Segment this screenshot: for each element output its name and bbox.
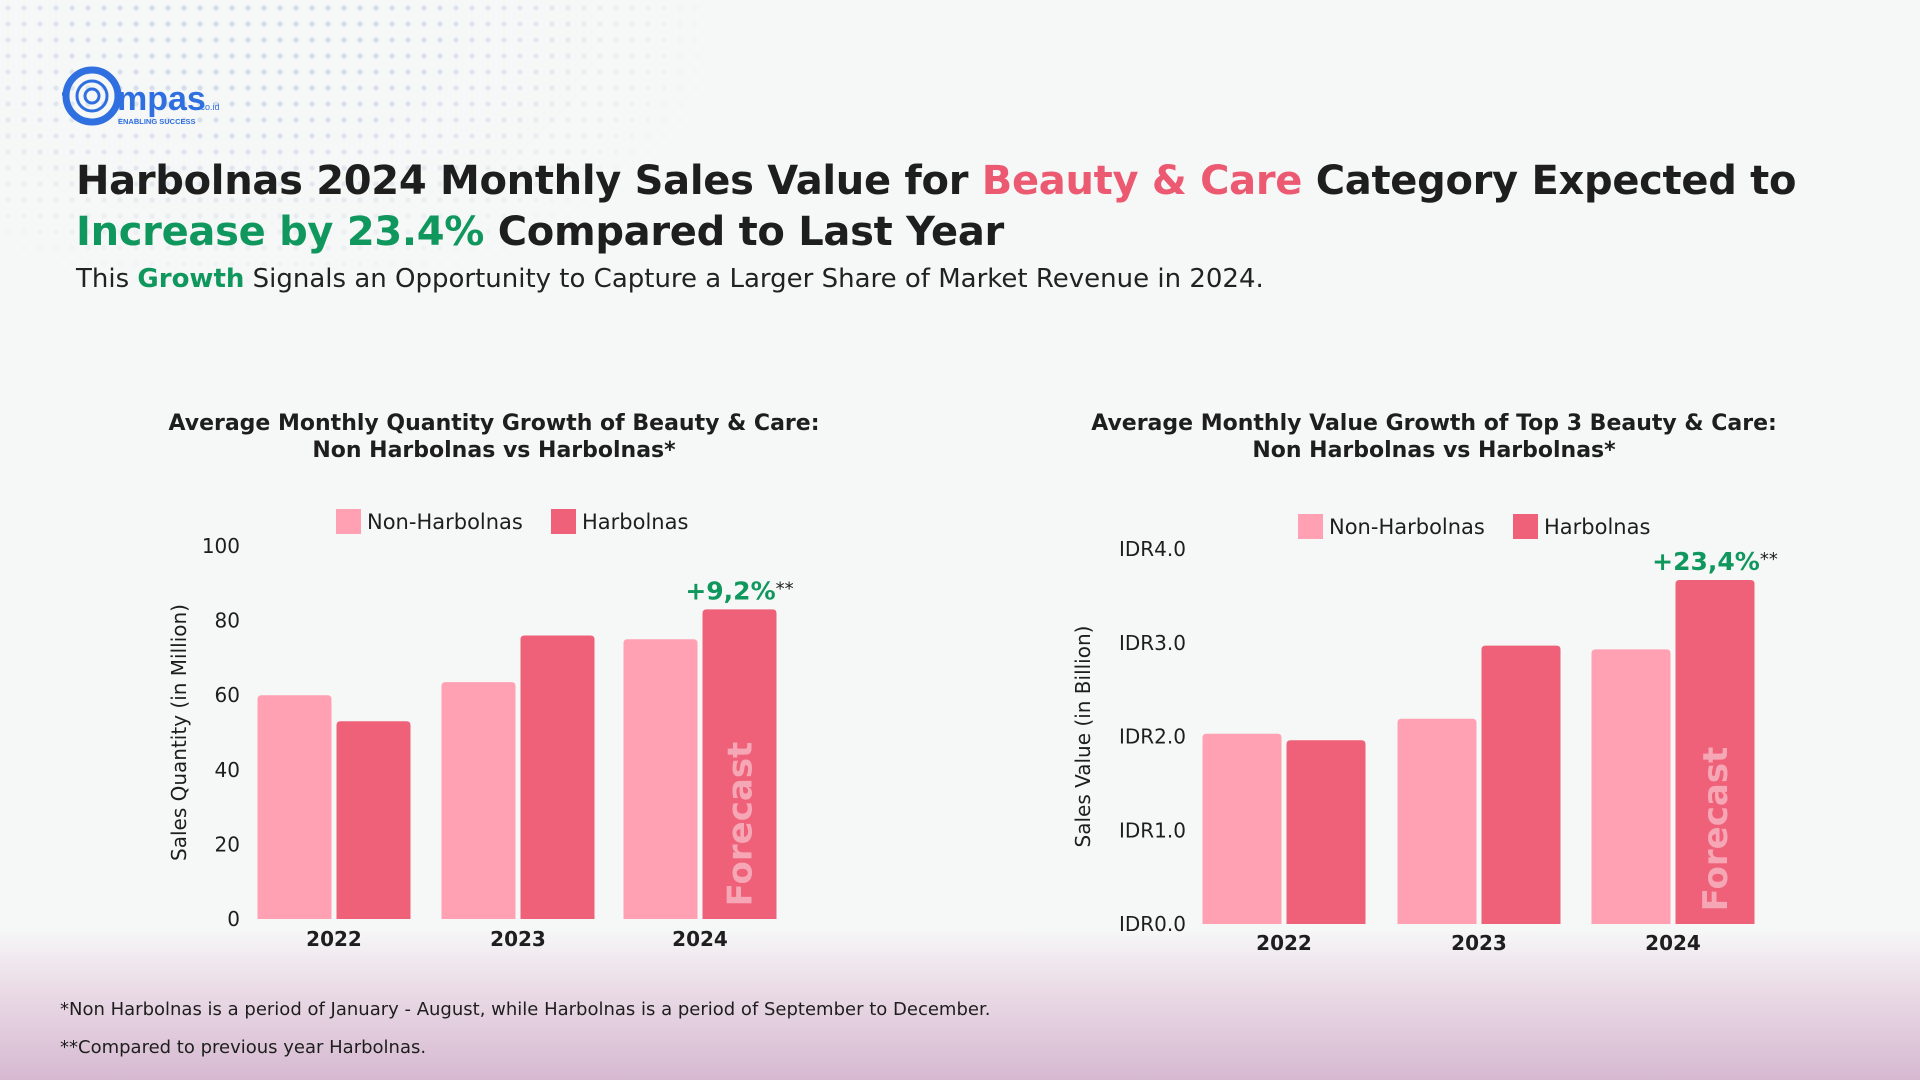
qty-y-tick-label: 40: [215, 758, 240, 782]
val-x-tick-label: 2024: [1645, 931, 1701, 955]
qty-x-tick-label: 2024: [672, 927, 728, 951]
val-legend-label-0: Non-Harbolnas: [1329, 515, 1485, 539]
val-bar-harbolnas-2022: [1286, 740, 1366, 924]
val-bar-non-harbolnas-2023: [1397, 718, 1477, 924]
qty-bar-harbolnas-2024: [702, 609, 777, 919]
chart-quantity-title-line2: Non Harbolnas vs Harbolnas*: [312, 438, 676, 463]
val-bar-harbolnas-2023: [1481, 645, 1561, 924]
qty-y-axis-label: Sales Quantity (in Million): [167, 604, 191, 861]
val-forecast-label: Forecast: [1696, 747, 1736, 912]
val-x-tick-label: 2023: [1451, 931, 1507, 955]
page-title: Harbolnas 2024 Monthly Sales Value for B…: [76, 156, 1876, 258]
subtitle-part1: This: [76, 264, 138, 294]
chart-quantity-title-line1: Average Monthly Quantity Growth of Beaut…: [168, 411, 820, 436]
subtitle-highlight: Growth: [137, 264, 245, 294]
val-legend-swatch-1: [1513, 514, 1538, 539]
qty-x-tick-label: 2023: [490, 927, 546, 951]
qty-legend-swatch-0: [336, 509, 361, 534]
val-y-tick-label: IDR1.0: [1119, 818, 1186, 842]
qty-legend-label-1: Harbolnas: [582, 510, 688, 534]
qty-bar-harbolnas-2023: [520, 635, 595, 919]
val-y-tick-label: IDR2.0: [1119, 725, 1186, 749]
logo-text: mpas: [117, 80, 206, 118]
qty-bar-harbolnas-2022: [336, 721, 411, 919]
val-bar-non-harbolnas-2024: [1591, 649, 1671, 924]
val-growth-label: +23,4%**: [1652, 547, 1778, 576]
qty-bar-non-harbolnas-2023: [441, 682, 516, 919]
qty-y-tick-label: 0: [227, 907, 240, 931]
qty-y-tick-label: 20: [215, 832, 240, 856]
val-y-axis-label: Sales Value (in Billion): [1071, 626, 1095, 848]
footer-band: [0, 930, 1920, 1080]
title-highlight-increase: Increase by 23.4%: [76, 209, 485, 255]
val-growth-footnote-marker: **: [1760, 549, 1778, 570]
page-subtitle: This Growth Signals an Opportunity to Ca…: [76, 262, 1876, 296]
chart-quantity-title: Average Monthly Quantity Growth of Beaut…: [114, 410, 874, 464]
val-y-tick-label: IDR4.0: [1119, 537, 1186, 561]
qty-growth-footnote-marker: **: [776, 578, 794, 599]
qty-y-tick-label: 80: [215, 609, 240, 633]
val-legend-swatch-0: [1298, 514, 1323, 539]
qty-y-tick-label: 60: [215, 683, 240, 707]
qty-forecast-label: Forecast: [721, 742, 761, 907]
val-x-tick-label: 2022: [1256, 931, 1312, 955]
qty-y-tick-label: 100: [202, 534, 240, 558]
subtitle-part2: Signals an Opportunity to Capture a Larg…: [244, 264, 1264, 294]
footnote-comparison: **Compared to previous year Harbolnas.: [60, 1037, 427, 1058]
qty-bar-non-harbolnas-2022: [257, 695, 332, 919]
title-part2: Category Expected to: [1302, 158, 1797, 204]
chart-value-title: Average Monthly Value Growth of Top 3 Be…: [1054, 410, 1814, 464]
qty-legend-swatch-1: [551, 509, 576, 534]
footnote-harbolnas-period: *Non Harbolnas is a period of January - …: [60, 999, 991, 1020]
qty-x-tick-label: 2022: [306, 927, 362, 951]
qty-growth-label: +9,2%**: [685, 576, 793, 605]
chart-value-title-line1: Average Monthly Value Growth of Top 3 Be…: [1091, 411, 1777, 436]
decorative-dot-pattern: [0, 0, 700, 370]
qty-bar-non-harbolnas-2024: [623, 639, 698, 919]
title-part1: Harbolnas 2024 Monthly Sales Value for: [76, 158, 982, 204]
logo-tagline: ENABLING SUCCESS: [118, 117, 196, 126]
compas-logo: mpas .co.id ENABLING SUCCESS: [54, 64, 272, 128]
title-highlight-category: Beauty & Care: [981, 158, 1303, 204]
val-y-tick-label: IDR0.0: [1119, 912, 1186, 936]
val-bar-harbolnas-2024: [1675, 579, 1755, 924]
val-y-tick-label: IDR3.0: [1119, 631, 1186, 655]
val-bar-non-harbolnas-2022: [1202, 733, 1282, 924]
logo-domain: .co.id: [198, 102, 220, 112]
qty-legend-label-0: Non-Harbolnas: [367, 510, 523, 534]
val-legend-label-1: Harbolnas: [1544, 515, 1650, 539]
chart-value-title-line2: Non Harbolnas vs Harbolnas*: [1252, 438, 1616, 463]
title-part3: Compared to Last Year: [484, 209, 1005, 255]
